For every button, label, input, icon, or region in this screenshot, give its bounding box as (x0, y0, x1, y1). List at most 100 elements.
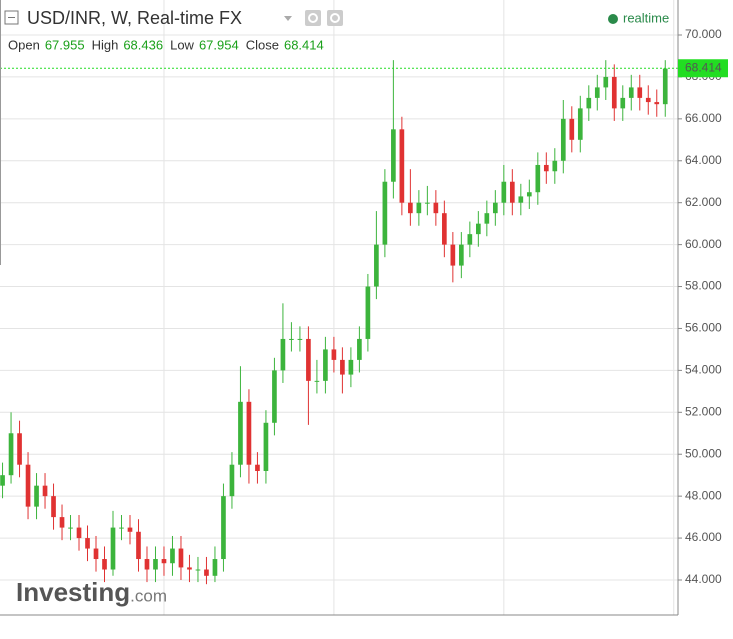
candle-body (603, 76, 609, 88)
y-tick-label: 58.000 (685, 279, 722, 293)
candle-body (280, 338, 286, 371)
y-tick-label: 48.000 (685, 488, 722, 502)
candle-body (340, 359, 345, 375)
candle-body (425, 202, 430, 204)
candle-body (518, 196, 524, 203)
candle-body (51, 496, 56, 518)
candle-body (365, 286, 371, 339)
candle-body (535, 164, 541, 193)
candle-body (382, 181, 388, 245)
ohlc-label: Low (170, 37, 194, 52)
candle-body (526, 192, 532, 197)
candle-body (76, 527, 82, 539)
candle-body (119, 527, 124, 529)
candle-body (161, 559, 167, 564)
candle-body (391, 129, 396, 182)
candle-body (289, 338, 294, 340)
candle-body (110, 527, 116, 570)
candle-body (170, 548, 175, 564)
candle-body (255, 464, 260, 471)
y-tick-label: 52.000 (685, 404, 722, 418)
candle-body (229, 464, 235, 497)
last-price-box (678, 59, 728, 78)
candle-body (0, 475, 5, 486)
candle-body (594, 87, 600, 98)
candle-body (153, 559, 158, 570)
candle-body (8, 433, 14, 476)
candle-body (68, 527, 73, 529)
candle-body (136, 531, 141, 560)
candle-body (323, 349, 328, 381)
y-tick-label: 46.000 (685, 530, 722, 544)
y-tick-label: 70.000 (685, 27, 722, 41)
y-axis: 44.000 46.000 48.000 50.000 52.000 54.000 56.0… (678, 27, 728, 586)
ohlc-value: 67.954 (199, 37, 239, 52)
candle-body (144, 559, 150, 570)
logo-suffix: .com (130, 586, 167, 605)
candle-body (611, 76, 617, 109)
candles (0, 60, 668, 585)
ohlc-header: Open 67.955 High 68.436 Low 67.954 Close 68.414 (8, 37, 324, 52)
realtime-label: realtime (623, 10, 669, 25)
candle-body (645, 97, 651, 103)
candle-body (178, 548, 184, 568)
candle-body (450, 244, 456, 266)
candle-body (272, 370, 277, 423)
candle-body (374, 244, 379, 287)
candle-body (560, 118, 566, 161)
candle-body (476, 223, 481, 235)
candle-body (187, 567, 192, 570)
collapse-icon[interactable] (4, 10, 19, 25)
candle-body (212, 559, 218, 576)
settings-icon-glyph (308, 13, 318, 23)
candle-body (357, 338, 362, 360)
candle-body (442, 213, 447, 245)
candle-body (221, 496, 226, 560)
chart-title: USD/INR, W, Real-time FX (27, 8, 242, 28)
candle-body (263, 422, 269, 471)
y-tick-label: 44.000 (685, 572, 722, 586)
candle-body (306, 338, 311, 381)
candle-body (654, 102, 660, 105)
candle-body (416, 202, 422, 214)
candle-body (93, 548, 99, 560)
candle-body (501, 181, 507, 203)
candle-body (297, 338, 303, 340)
gear-icon[interactable] (327, 10, 343, 26)
ohlc-value: 67.955 (45, 37, 85, 52)
candle-body (509, 181, 515, 203)
candle-body (127, 527, 133, 532)
ohlc-value: 68.414 (284, 37, 324, 52)
candle-body (204, 569, 209, 576)
candle-body (467, 234, 473, 245)
y-tick-label: 60.000 (685, 237, 722, 251)
candle-body (195, 569, 201, 571)
candle-body (348, 359, 354, 375)
y-tick-label: 50.000 (685, 446, 722, 460)
candle-body (238, 401, 243, 465)
candle-body (662, 68, 668, 105)
candle-body (34, 485, 39, 507)
ohlc-label: High (92, 37, 119, 52)
candle-body (484, 213, 490, 224)
candle-body (492, 202, 498, 214)
dropdown-arrow[interactable] (284, 16, 292, 21)
candle-body (17, 433, 22, 465)
candle-body (577, 108, 583, 140)
gear-icon-glyph (330, 13, 340, 23)
ohlc-value: 68.436 (123, 37, 163, 52)
candle-body (543, 164, 549, 172)
y-tick-label: 62.000 (685, 195, 722, 209)
candle-body (637, 87, 643, 98)
candle-body (331, 349, 337, 360)
candle-body (59, 517, 65, 528)
candle-body (459, 244, 464, 266)
y-tick-label: 64.000 (685, 153, 722, 167)
y-tick-label: 66.000 (685, 111, 722, 125)
candle-body (246, 401, 252, 465)
y-tick-label: 56.000 (685, 321, 722, 335)
settings-icon[interactable] (305, 10, 321, 26)
candle-body (85, 538, 90, 549)
candle-body (620, 97, 626, 109)
